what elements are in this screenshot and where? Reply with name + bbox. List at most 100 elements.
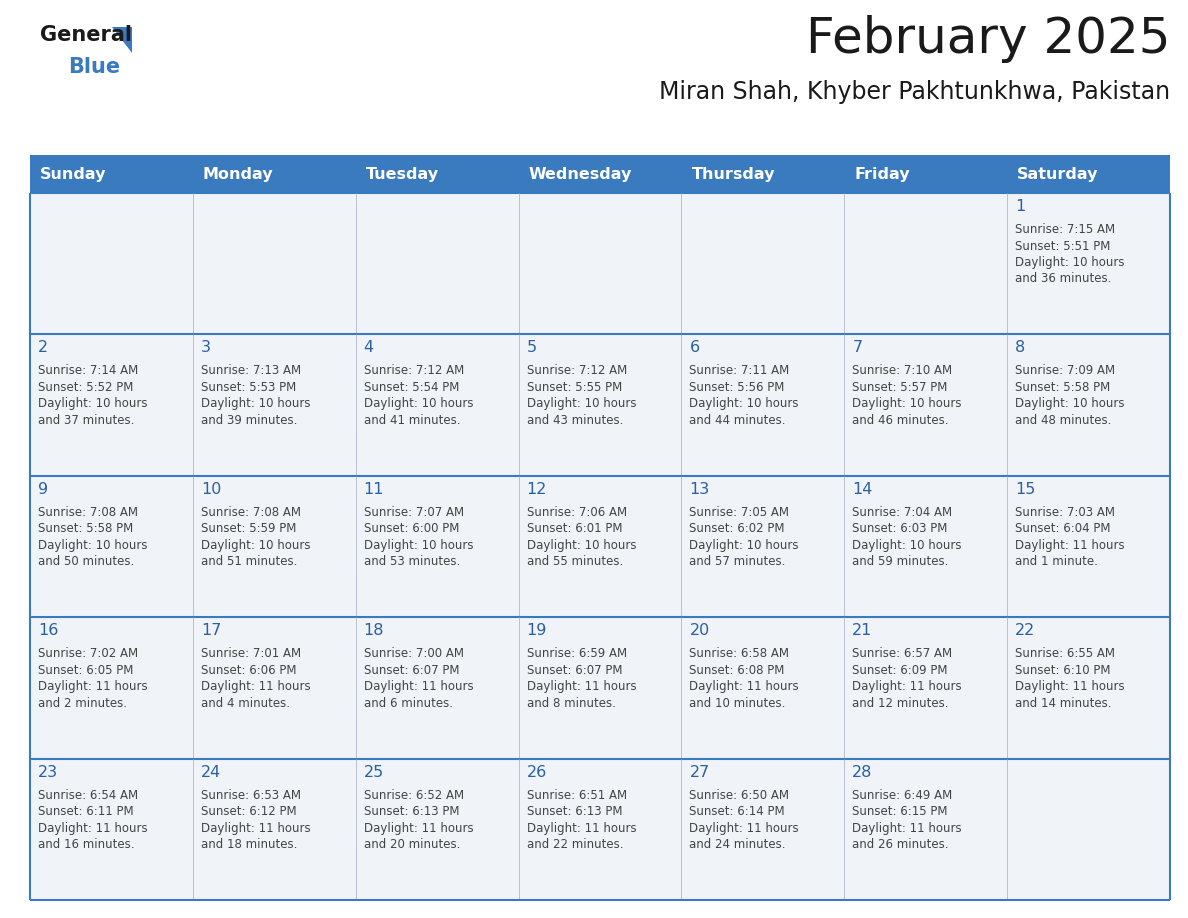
Text: 4: 4: [364, 341, 374, 355]
Text: Sunrise: 6:53 AM: Sunrise: 6:53 AM: [201, 789, 301, 801]
Text: Sunset: 6:14 PM: Sunset: 6:14 PM: [689, 805, 785, 818]
Text: Sunset: 5:56 PM: Sunset: 5:56 PM: [689, 381, 785, 394]
Text: Sunday: Sunday: [40, 166, 107, 182]
Text: Daylight: 10 hours: Daylight: 10 hours: [689, 397, 798, 410]
Text: Sunrise: 7:03 AM: Sunrise: 7:03 AM: [1015, 506, 1116, 519]
Text: Sunset: 5:51 PM: Sunset: 5:51 PM: [1015, 240, 1111, 252]
Bar: [30, 334, 1170, 476]
Text: and 4 minutes.: and 4 minutes.: [201, 697, 290, 710]
Text: Sunrise: 7:15 AM: Sunrise: 7:15 AM: [1015, 223, 1116, 236]
Text: Sunset: 5:53 PM: Sunset: 5:53 PM: [201, 381, 296, 394]
Text: Daylight: 11 hours: Daylight: 11 hours: [689, 680, 800, 693]
Text: 3: 3: [201, 341, 210, 355]
Text: Sunrise: 7:06 AM: Sunrise: 7:06 AM: [526, 506, 627, 519]
Text: Daylight: 10 hours: Daylight: 10 hours: [526, 539, 636, 552]
Text: and 59 minutes.: and 59 minutes.: [852, 555, 949, 568]
Text: 20: 20: [689, 623, 709, 638]
Text: Sunset: 6:12 PM: Sunset: 6:12 PM: [201, 805, 297, 818]
Text: 23: 23: [38, 765, 58, 779]
Text: 13: 13: [689, 482, 709, 497]
Text: Sunset: 6:13 PM: Sunset: 6:13 PM: [364, 805, 460, 818]
Text: Daylight: 10 hours: Daylight: 10 hours: [364, 539, 473, 552]
Text: Sunset: 6:11 PM: Sunset: 6:11 PM: [38, 805, 133, 818]
Text: 18: 18: [364, 623, 384, 638]
Text: Sunset: 6:01 PM: Sunset: 6:01 PM: [526, 522, 623, 535]
Text: and 1 minute.: and 1 minute.: [1015, 555, 1098, 568]
Text: Sunset: 5:58 PM: Sunset: 5:58 PM: [38, 522, 133, 535]
Text: February 2025: February 2025: [805, 15, 1170, 63]
Text: Friday: Friday: [854, 166, 910, 182]
Text: 8: 8: [1015, 341, 1025, 355]
Text: 16: 16: [38, 623, 58, 638]
Text: 14: 14: [852, 482, 873, 497]
Text: and 20 minutes.: and 20 minutes.: [364, 838, 460, 851]
Text: 5: 5: [526, 341, 537, 355]
Text: and 50 minutes.: and 50 minutes.: [38, 555, 134, 568]
Text: Daylight: 10 hours: Daylight: 10 hours: [201, 397, 310, 410]
Text: Sunrise: 7:01 AM: Sunrise: 7:01 AM: [201, 647, 301, 660]
Text: Sunset: 6:03 PM: Sunset: 6:03 PM: [852, 522, 948, 535]
Text: Daylight: 10 hours: Daylight: 10 hours: [689, 539, 798, 552]
Text: Sunrise: 6:55 AM: Sunrise: 6:55 AM: [1015, 647, 1116, 660]
Text: Blue: Blue: [68, 57, 120, 77]
Text: Sunset: 6:08 PM: Sunset: 6:08 PM: [689, 664, 785, 677]
Text: Sunrise: 6:50 AM: Sunrise: 6:50 AM: [689, 789, 790, 801]
Text: Sunrise: 7:05 AM: Sunrise: 7:05 AM: [689, 506, 790, 519]
Bar: [30, 476, 1170, 617]
Text: Daylight: 11 hours: Daylight: 11 hours: [1015, 539, 1125, 552]
Text: Sunrise: 6:51 AM: Sunrise: 6:51 AM: [526, 789, 627, 801]
Text: Sunrise: 7:11 AM: Sunrise: 7:11 AM: [689, 364, 790, 377]
Text: and 36 minutes.: and 36 minutes.: [1015, 273, 1112, 285]
Text: Saturday: Saturday: [1017, 166, 1099, 182]
Text: Sunrise: 7:12 AM: Sunrise: 7:12 AM: [526, 364, 627, 377]
Text: Sunset: 6:05 PM: Sunset: 6:05 PM: [38, 664, 133, 677]
Text: Sunrise: 7:13 AM: Sunrise: 7:13 AM: [201, 364, 301, 377]
Text: and 24 minutes.: and 24 minutes.: [689, 838, 786, 851]
Text: Daylight: 10 hours: Daylight: 10 hours: [852, 397, 962, 410]
Text: 17: 17: [201, 623, 221, 638]
Text: Daylight: 11 hours: Daylight: 11 hours: [689, 822, 800, 834]
Text: Sunrise: 7:00 AM: Sunrise: 7:00 AM: [364, 647, 463, 660]
Text: Sunset: 6:07 PM: Sunset: 6:07 PM: [526, 664, 623, 677]
Text: Monday: Monday: [203, 166, 273, 182]
Text: General: General: [40, 25, 132, 45]
Text: and 8 minutes.: and 8 minutes.: [526, 697, 615, 710]
Text: and 39 minutes.: and 39 minutes.: [201, 414, 297, 427]
Text: and 55 minutes.: and 55 minutes.: [526, 555, 623, 568]
Text: Sunrise: 7:08 AM: Sunrise: 7:08 AM: [201, 506, 301, 519]
Text: 24: 24: [201, 765, 221, 779]
Text: Sunset: 6:10 PM: Sunset: 6:10 PM: [1015, 664, 1111, 677]
Text: and 43 minutes.: and 43 minutes.: [526, 414, 623, 427]
Text: Daylight: 11 hours: Daylight: 11 hours: [38, 822, 147, 834]
Text: 26: 26: [526, 765, 546, 779]
Text: Tuesday: Tuesday: [366, 166, 438, 182]
Text: 2: 2: [38, 341, 49, 355]
Text: and 18 minutes.: and 18 minutes.: [201, 838, 297, 851]
Text: 28: 28: [852, 765, 873, 779]
Text: Sunset: 5:58 PM: Sunset: 5:58 PM: [1015, 381, 1111, 394]
Text: Sunrise: 7:09 AM: Sunrise: 7:09 AM: [1015, 364, 1116, 377]
Text: Daylight: 10 hours: Daylight: 10 hours: [38, 539, 147, 552]
Text: Daylight: 11 hours: Daylight: 11 hours: [526, 822, 637, 834]
Text: Sunset: 5:55 PM: Sunset: 5:55 PM: [526, 381, 621, 394]
Text: 9: 9: [38, 482, 49, 497]
Text: Thursday: Thursday: [691, 166, 775, 182]
Text: and 53 minutes.: and 53 minutes.: [364, 555, 460, 568]
Text: Sunrise: 7:07 AM: Sunrise: 7:07 AM: [364, 506, 463, 519]
Text: Daylight: 10 hours: Daylight: 10 hours: [1015, 397, 1125, 410]
Text: and 46 minutes.: and 46 minutes.: [852, 414, 949, 427]
Bar: [30, 155, 1170, 193]
Text: 15: 15: [1015, 482, 1036, 497]
Text: Daylight: 10 hours: Daylight: 10 hours: [1015, 256, 1125, 269]
Text: 22: 22: [1015, 623, 1036, 638]
Text: Daylight: 11 hours: Daylight: 11 hours: [1015, 680, 1125, 693]
Text: Daylight: 10 hours: Daylight: 10 hours: [38, 397, 147, 410]
Text: Sunrise: 7:12 AM: Sunrise: 7:12 AM: [364, 364, 465, 377]
Text: and 12 minutes.: and 12 minutes.: [852, 697, 949, 710]
Text: Sunset: 6:00 PM: Sunset: 6:00 PM: [364, 522, 459, 535]
Text: 6: 6: [689, 341, 700, 355]
Text: Daylight: 11 hours: Daylight: 11 hours: [526, 680, 637, 693]
Text: and 26 minutes.: and 26 minutes.: [852, 838, 949, 851]
Text: Daylight: 11 hours: Daylight: 11 hours: [201, 822, 310, 834]
Text: and 57 minutes.: and 57 minutes.: [689, 555, 785, 568]
